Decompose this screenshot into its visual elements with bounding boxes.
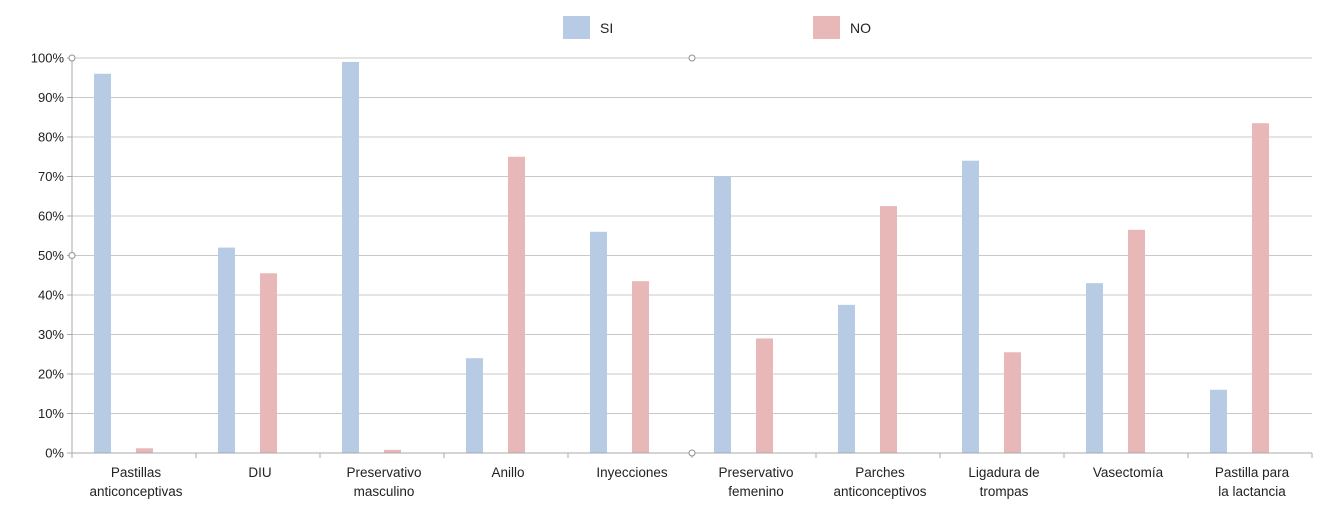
bar-si: [218, 247, 235, 453]
legend-label-no: NO: [850, 20, 871, 36]
bar-no: [384, 449, 401, 453]
bar-no: [1252, 123, 1269, 454]
x-category-label-line: la lactancia: [1218, 484, 1286, 499]
bar-no: [632, 281, 649, 453]
x-category-label-line: Pastillas: [111, 465, 162, 480]
x-category-label: Preservativo masculino: [346, 465, 421, 499]
bar-si: [1086, 283, 1103, 453]
x-category-label: Parches anticonceptivos: [833, 465, 926, 499]
bar-si: [714, 176, 731, 453]
bar-si: [962, 160, 979, 453]
x-category-label-line: Vasectomía: [1093, 465, 1164, 480]
x-category-label: Inyecciones: [596, 465, 668, 480]
x-category-label: Anillo: [491, 465, 524, 480]
y-tick-label: 30%: [38, 327, 64, 342]
x-category-label: Ligadura de trompas: [968, 465, 1039, 499]
bar-no: [508, 156, 525, 453]
x-category-label-line: Anillo: [491, 465, 524, 480]
y-tick-label: 0%: [45, 446, 64, 461]
selection-handle: [688, 54, 696, 62]
x-category-label-line: trompas: [980, 484, 1029, 499]
x-category-label-line: Preservativo: [718, 465, 793, 480]
x-category-label: Preservativo femenino: [718, 465, 793, 499]
y-tick-label: 60%: [38, 209, 64, 224]
x-category-label-line: Inyecciones: [596, 465, 668, 480]
selection-handle: [688, 449, 696, 457]
bar-si: [342, 61, 359, 453]
bar-si: [838, 304, 855, 453]
legend: SI NO: [563, 16, 871, 39]
x-category-label-line: masculino: [354, 484, 415, 499]
selection-handle: [68, 252, 76, 259]
y-tick-label: 20%: [38, 367, 64, 382]
x-category-label-line: Parches: [855, 465, 905, 480]
x-axis-labels: Pastillas anticonceptivas DIU Preservativo m…: [89, 465, 1289, 499]
bar-no: [260, 273, 277, 453]
bar-no: [1004, 352, 1021, 453]
bar-no: [880, 206, 897, 453]
x-category-label-line: anticonceptivas: [89, 484, 182, 499]
y-tick-label: 80%: [38, 130, 64, 145]
x-category-label-line: Pastilla para: [1215, 465, 1290, 480]
bar-no: [1128, 229, 1145, 453]
x-category-label-line: DIU: [248, 465, 271, 480]
bar-si: [590, 231, 607, 453]
bar-no: [756, 338, 773, 453]
bar-no: [136, 448, 153, 453]
x-category-label: DIU: [248, 465, 271, 480]
x-category-label-line: Ligadura de: [968, 465, 1039, 480]
selection-handle: [68, 54, 76, 62]
y-tick-label: 50%: [38, 248, 64, 263]
y-axis-ticks: 0% 10% 20% 30% 40% 50% 60% 70% 80% 90% 100%: [31, 51, 65, 461]
legend-swatch-no: [813, 16, 840, 39]
y-tick-label: 90%: [38, 90, 64, 105]
legend-swatch-si: [563, 16, 590, 39]
gridlines: [72, 57, 1312, 414]
x-category-label: Vasectomía: [1093, 465, 1164, 480]
x-category-label: Pastillas anticonceptivas: [89, 465, 182, 499]
axes: [67, 54, 1313, 458]
y-tick-label: 100%: [31, 51, 65, 66]
bar-si: [94, 73, 111, 454]
bar-si: [1210, 389, 1227, 453]
y-tick-label: 40%: [38, 288, 64, 303]
x-category-label-line: Preservativo: [346, 465, 421, 480]
y-tick-label: 10%: [38, 406, 64, 421]
legend-label-si: SI: [600, 20, 613, 36]
x-category-label-line: anticonceptivos: [833, 484, 926, 499]
bar-si: [466, 358, 483, 453]
x-category-label: Pastilla para la lactancia: [1215, 465, 1290, 499]
x-category-label-line: femenino: [728, 484, 784, 499]
y-tick-label: 70%: [38, 169, 64, 184]
bars: [94, 61, 1269, 454]
